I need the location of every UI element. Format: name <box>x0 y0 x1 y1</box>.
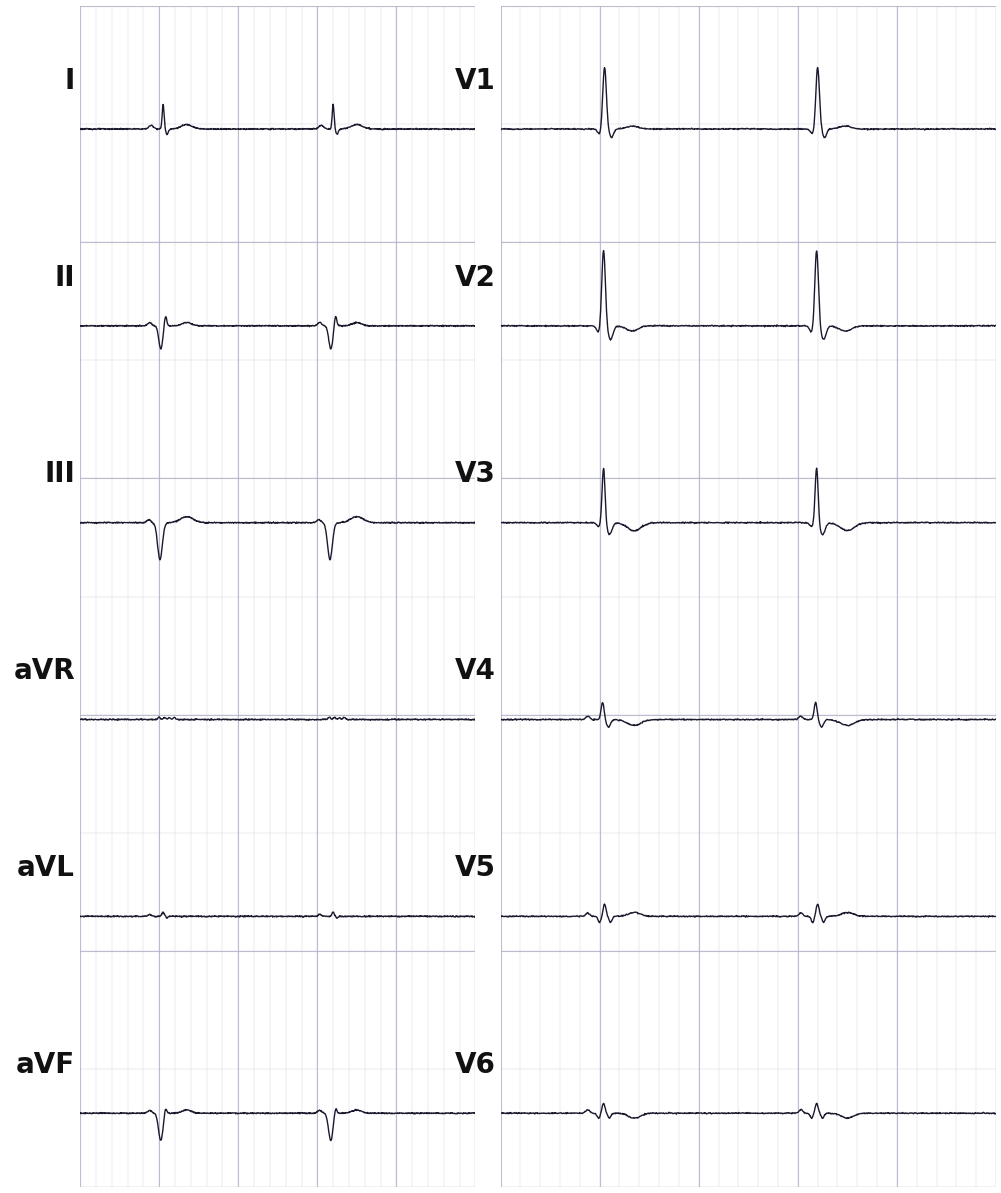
Text: V3: V3 <box>454 460 495 488</box>
Text: V4: V4 <box>454 657 495 685</box>
Text: aVF: aVF <box>16 1051 75 1078</box>
Text: aVR: aVR <box>13 657 75 685</box>
Text: V2: V2 <box>454 264 495 291</box>
Text: V1: V1 <box>454 67 495 94</box>
Text: aVL: aVL <box>17 854 75 882</box>
Text: III: III <box>44 460 75 488</box>
Text: V5: V5 <box>454 854 495 882</box>
Text: V6: V6 <box>454 1051 495 1078</box>
Text: I: I <box>65 67 75 94</box>
Text: II: II <box>55 264 75 291</box>
